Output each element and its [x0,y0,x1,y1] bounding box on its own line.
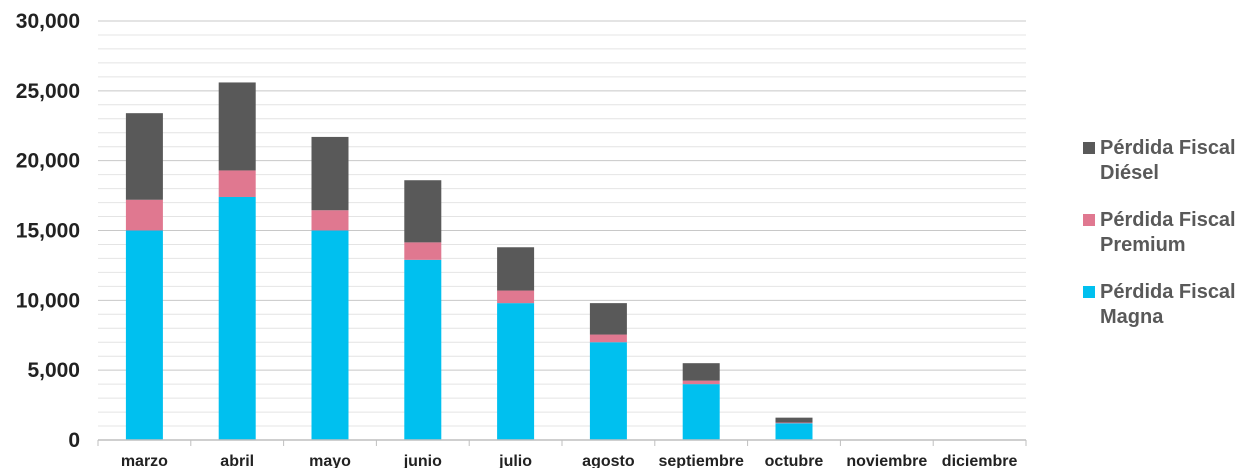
y-tick-label: 30,000 [16,10,80,33]
bar-segment [775,417,813,423]
bar-segment [682,363,720,381]
legend-item: Pérdida Fiscal Diésel [1083,136,1258,186]
x-tick-label: diciembre [942,453,1018,468]
legend-item: Pérdida Fiscal Premium [1083,208,1258,258]
legend-swatch [1083,142,1095,154]
legend: Pérdida Fiscal Diésel Pérdida Fiscal Prem… [1083,136,1258,352]
legend-item: Pérdida Fiscal Magna [1083,280,1258,330]
bar-segment [775,423,813,440]
x-tick-label: mayo [309,453,351,468]
y-axis-ticks: 0 5,000 10,000 15,000 20,000 25,000 30,000 [16,10,80,452]
bar-segment [125,230,163,440]
bar-segment [218,82,256,171]
bar-segment [497,290,535,304]
legend-swatch [1083,286,1095,298]
bar-segment [497,303,535,440]
y-tick-label: 10,000 [16,289,80,312]
x-tick-label: julio [498,453,532,468]
x-tick-label: agosto [582,453,635,468]
bar-segment [311,210,349,231]
y-tick-label: 25,000 [16,80,80,103]
x-tick-label: octubre [765,453,824,468]
y-tick-label: 0 [68,429,80,452]
bar-segment [775,422,813,424]
legend-label: Pérdida Fiscal Premium [1100,209,1236,256]
bar-segment [682,380,720,385]
bar-chart: 0 5,000 10,000 15,000 20,000 25,000 30,000 mar… [16,10,1027,468]
bar-segment [404,180,442,243]
x-tick-label: abril [220,453,254,468]
bar-segment [682,384,720,440]
y-tick-label: 15,000 [16,220,80,243]
y-tick-label: 20,000 [16,150,80,173]
bar-segment [404,259,442,440]
bar-segment [589,334,627,343]
x-tick-label: septiembre [659,453,744,468]
bars [125,82,813,440]
bar-segment [589,342,627,440]
y-tick-label: 5,000 [27,359,80,382]
bar-segment [125,113,163,200]
bar-segment [497,247,535,291]
bar-segment [311,136,349,211]
x-axis-ticks: marzo abril mayo junio julio agosto septiembre… [97,440,1027,468]
legend-swatch [1083,214,1095,226]
x-tick-label: noviembre [846,453,927,468]
bar-segment [311,230,349,440]
x-tick-label: marzo [121,453,168,468]
legend-label: Pérdida Fiscal Diésel [1100,137,1236,184]
bar-segment [218,170,256,197]
legend-label: Pérdida Fiscal Magna [1100,281,1236,328]
bar-segment [218,196,256,440]
bar-segment [404,242,442,260]
bar-segment [589,303,627,335]
bar-segment [125,199,163,231]
x-tick-label: junio [403,453,442,468]
